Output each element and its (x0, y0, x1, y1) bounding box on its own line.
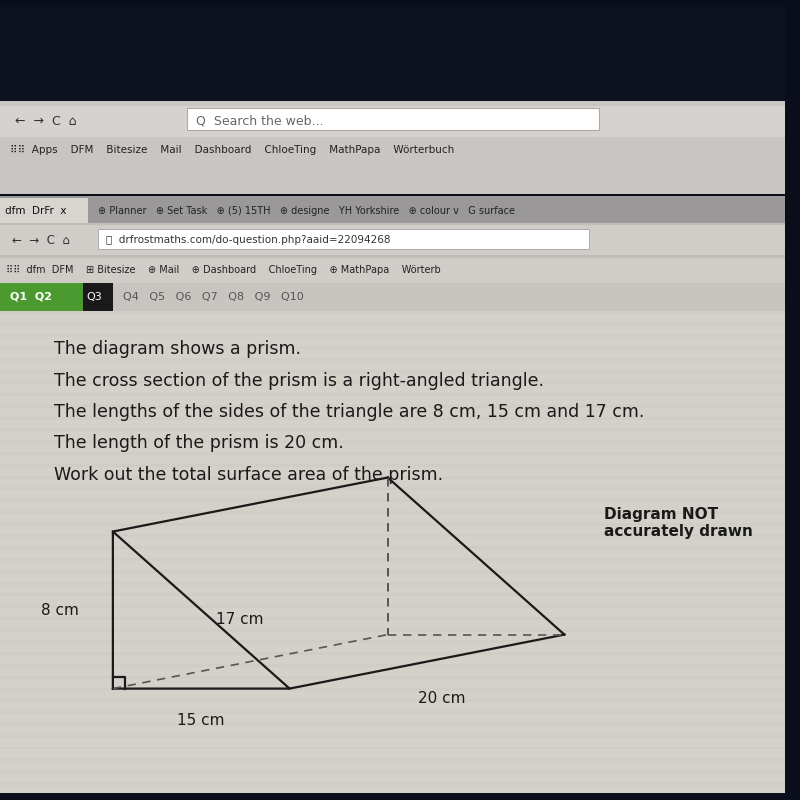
Bar (98, 230, 589, 249)
Text: Q4   Q5   Q6   Q7   Q8   Q9   Q10: Q4 Q5 Q6 Q7 Q8 Q9 Q10 (122, 292, 303, 302)
Bar (0, 594, 786, 596)
Text: 20 cm: 20 cm (418, 691, 466, 706)
Text: Q1  Q2: Q1 Q2 (10, 292, 52, 302)
Text: 8 cm: 8 cm (41, 602, 78, 618)
Bar (0, 370, 786, 373)
Bar (0, 283, 83, 310)
Bar (0, 101, 786, 194)
Text: ⠿⠿  dfm  DFM    ⊞ Bitesize    ⊕ Mail    ⊕ Dashboard    ChloeTing    ⊕ MathPapa  : ⠿⠿ dfm DFM ⊞ Bitesize ⊕ Mail ⊕ Dashboard… (6, 266, 441, 275)
Bar (0, 676, 786, 678)
Bar (83, 283, 113, 310)
Bar (0, 346, 786, 349)
Bar (0, 664, 786, 667)
Bar (0, 534, 786, 538)
Text: The length of the prism is 20 cm.: The length of the prism is 20 cm. (54, 434, 344, 452)
Bar (0, 522, 786, 526)
Bar (0, 641, 786, 643)
Bar (0, 358, 786, 361)
Bar (0, 617, 786, 620)
Bar (0, 746, 786, 750)
Text: dfm  DrFr  x: dfm DrFr x (5, 206, 66, 215)
Bar (0, 322, 786, 326)
Text: The diagram shows a prism.: The diagram shows a prism. (54, 340, 301, 358)
Bar (0, 196, 786, 294)
Text: ⊕ Planner   ⊕ Set Task   ⊕ (5) 15TH   ⊕ designe   YH Yorkshire   ⊕ colour v   G : ⊕ Planner ⊕ Set Task ⊕ (5) 15TH ⊕ design… (98, 206, 515, 215)
Bar (186, 109, 598, 130)
Text: 🔒  drfrostmaths.com/do-question.php?aaid=22094268: 🔒 drfrostmaths.com/do-question.php?aaid=… (106, 235, 390, 245)
Bar (0, 688, 786, 690)
Bar (0, 258, 786, 283)
Bar (0, 629, 786, 632)
Bar (0, 405, 786, 408)
Bar (0, 782, 786, 785)
Bar (0, 511, 786, 514)
Text: ⠿⠿  Apps    DFM    Bitesize    Mail    Dashboard    ChloeTing    MathPapa    Wör: ⠿⠿ Apps DFM Bitesize Mail Dashboard Chlo… (10, 145, 454, 154)
Text: Diagram NOT
accurately drawn: Diagram NOT accurately drawn (604, 507, 753, 539)
Bar (0, 558, 786, 561)
Bar (0, 711, 786, 714)
Bar (0, 452, 786, 455)
Bar (0, 487, 786, 490)
Bar (0, 226, 786, 254)
Bar (0, 334, 786, 337)
Text: The lengths of the sides of the triangle are 8 cm, 15 cm and 17 cm.: The lengths of the sides of the triangle… (54, 403, 644, 421)
Text: Work out the total surface area of the prism.: Work out the total surface area of the p… (54, 466, 443, 484)
Bar (0, 499, 786, 502)
Bar (0, 475, 786, 478)
Bar (0, 429, 786, 431)
Bar (0, 734, 786, 738)
Text: 15 cm: 15 cm (178, 713, 225, 728)
Bar (0, 310, 786, 793)
Text: 17 cm: 17 cm (216, 612, 263, 627)
Bar (0, 570, 786, 573)
Bar (0, 605, 786, 608)
Bar (0, 652, 786, 655)
Text: Q  Search the web...: Q Search the web... (196, 114, 324, 128)
Bar (0, 440, 786, 443)
Bar (0, 758, 786, 762)
Bar (0, 7, 786, 101)
Text: Q3: Q3 (86, 292, 102, 302)
Bar (0, 283, 786, 310)
Text: ←  →  C  ⌂: ← → C ⌂ (12, 234, 70, 246)
Bar (0, 546, 786, 550)
Bar (0, 723, 786, 726)
Bar (0, 770, 786, 773)
Bar (0, 464, 786, 466)
Bar (0, 106, 786, 137)
Text: ←  →  C  ⌂: ← → C ⌂ (14, 114, 76, 128)
Bar (0, 196, 786, 223)
Bar (0, 393, 786, 396)
Text: The cross section of the prism is a right-angled triangle.: The cross section of the prism is a righ… (54, 371, 544, 390)
Bar (0, 382, 786, 384)
Bar (0, 582, 786, 585)
Bar (0, 417, 786, 420)
Bar (0, 198, 88, 223)
Bar (0, 310, 786, 314)
Bar (0, 699, 786, 702)
